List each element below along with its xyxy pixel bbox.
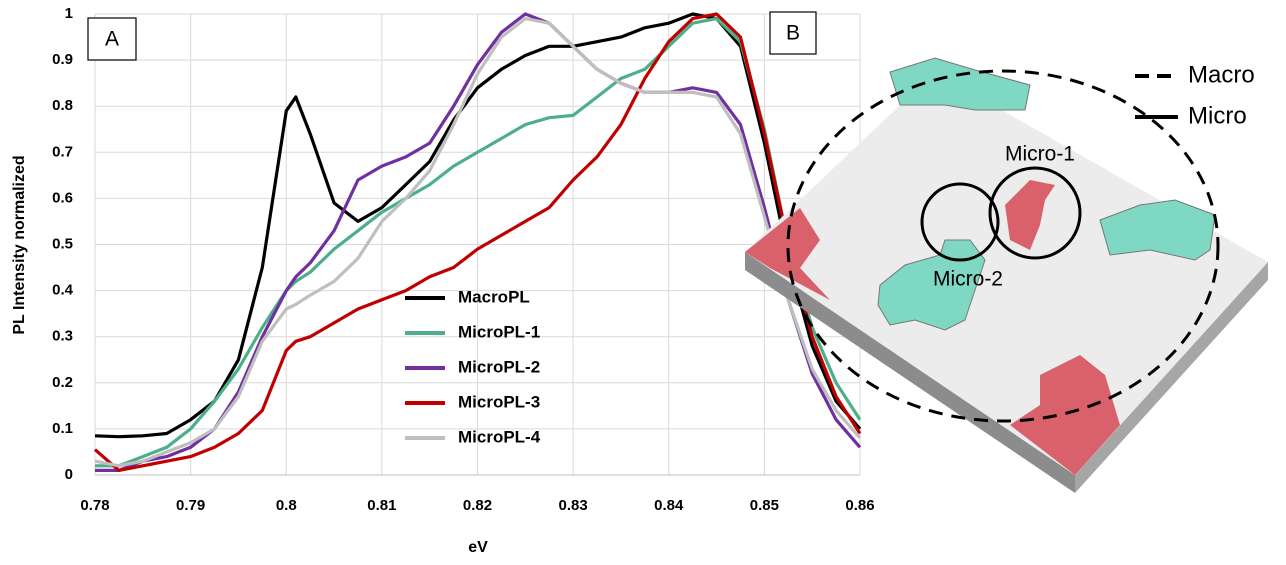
x-tick-label: 0.81 [367, 497, 396, 514]
spot-label: Micro-1 [1005, 143, 1075, 166]
slab-side-right [1075, 262, 1268, 493]
panel-label-box [87, 17, 137, 61]
legend-label: Macro [1188, 61, 1255, 88]
legend-label: MicroPL-2 [458, 357, 540, 376]
panel-a: 0 0.1 0.2 0.3 0.4 0.5 0.6 0.7 0.8 0.9 1 0.78 0.79 0.8… [52, 5, 874, 514]
panel-label-box [769, 11, 817, 55]
macro-spot [786, 69, 1220, 423]
y-tick-label: 0.2 [52, 374, 73, 391]
micro-spot [920, 182, 1000, 262]
red-region [1010, 355, 1120, 475]
spot-label: Micro-2 [933, 268, 1003, 291]
legend-label: MicroPL-1 [458, 322, 540, 341]
legend-label: Micro [1188, 102, 1247, 129]
y-tick-label: 0.3 [52, 328, 73, 345]
x-tick-label: 0.78 [80, 497, 109, 514]
y-tick-label: 0.7 [52, 143, 73, 160]
x-axis-label: eV [468, 539, 488, 556]
panel-label: A [105, 28, 119, 51]
legend-label: MicroPL-3 [458, 392, 540, 411]
series-line [93, 12, 862, 472]
x-tick-label: 0.86 [845, 497, 874, 514]
legend-label: MicroPL-4 [458, 427, 541, 446]
y-tick-label: 0.8 [52, 97, 73, 114]
slab-side-left [745, 252, 1075, 493]
y-tick-label: 0.4 [52, 282, 74, 299]
y-tick-label: 0.6 [52, 189, 73, 206]
panel-b: Micro-1 Micro-2 Macro Micro B [745, 11, 1268, 493]
slab-top [745, 72, 1268, 475]
series-line [95, 17, 862, 468]
green-island [1099, 199, 1216, 261]
legend-label: MacroPL [458, 287, 530, 306]
green-island [889, 57, 1031, 111]
x-tick-label: 0.84 [654, 497, 684, 514]
y-axis-label: PL Intensity normalized [11, 155, 28, 334]
x-tick-label: 0.8 [276, 497, 297, 514]
x-tick-label: 0.82 [463, 497, 492, 514]
x-tick-label: 0.85 [750, 497, 779, 514]
x-tick-label: 0.83 [559, 497, 588, 514]
y-tick-label: 0.9 [52, 51, 73, 68]
red-region [1005, 180, 1055, 250]
x-tick-label: 0.79 [176, 497, 205, 514]
panel-label: B [786, 22, 800, 45]
series-line [94, 17, 862, 468]
micro-spot [988, 166, 1082, 260]
y-tick-label: 1 [65, 5, 73, 22]
series-line [94, 12, 862, 439]
y-tick-label: 0.5 [52, 235, 73, 252]
y-tick-label: 0 [65, 466, 73, 483]
y-tick-label: 0.1 [52, 420, 73, 437]
